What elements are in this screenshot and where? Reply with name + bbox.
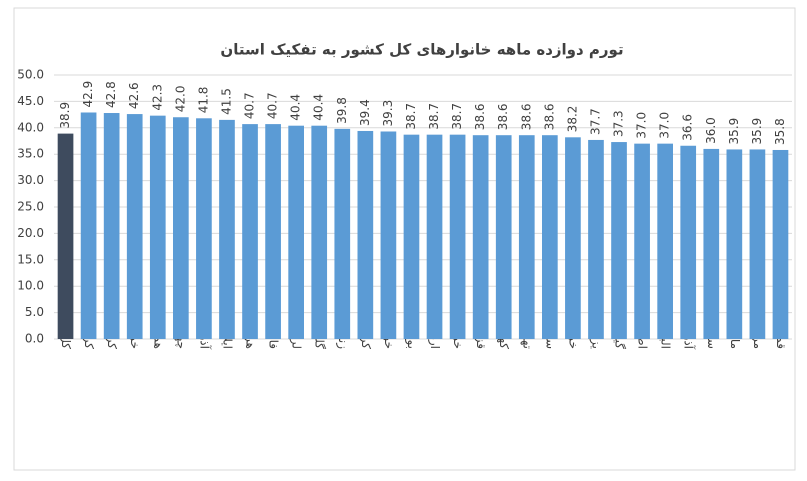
bar <box>288 125 304 339</box>
value-label: 37.7 <box>588 108 602 135</box>
bar <box>518 135 535 339</box>
bar <box>103 113 120 340</box>
value-label: 37.0 <box>658 112 672 139</box>
value-label: 35.8 <box>773 118 787 145</box>
value-label: 38.7 <box>427 103 441 130</box>
bar <box>334 128 351 339</box>
value-label: 38.6 <box>519 103 533 130</box>
y-tick-label: 20.0 <box>17 226 44 240</box>
bar <box>634 143 650 339</box>
value-label: 35.9 <box>750 118 764 145</box>
value-label: 38.7 <box>450 103 464 130</box>
value-label: 37.3 <box>612 110 626 137</box>
value-label: 37.0 <box>635 112 649 139</box>
bar <box>403 134 420 339</box>
value-label: 40.7 <box>266 92 280 119</box>
value-label: 36.6 <box>681 114 695 141</box>
value-label: 38.6 <box>473 103 487 130</box>
bar <box>80 112 97 339</box>
value-label: 39.3 <box>381 100 395 127</box>
y-tick-label: 25.0 <box>17 200 44 214</box>
value-label: 40.7 <box>243 92 257 119</box>
y-tick-label: 10.0 <box>17 279 44 293</box>
bar <box>219 119 235 339</box>
y-tick-label: 40.0 <box>17 120 44 134</box>
bar <box>126 114 143 340</box>
y-tick-label: 30.0 <box>17 173 44 187</box>
value-label: 38.6 <box>542 103 556 130</box>
y-tick-label: 15.0 <box>17 252 44 266</box>
value-label: 42.3 <box>150 84 164 111</box>
bar <box>588 139 604 339</box>
value-label: 39.4 <box>358 99 372 126</box>
bar <box>772 149 789 339</box>
y-tick-label: 50.0 <box>17 68 44 82</box>
bar <box>495 135 512 339</box>
value-label: 35.9 <box>727 118 741 145</box>
chart-title: تورم دوازده ماهه خانوارهای کل کشور به تف… <box>220 41 623 59</box>
bar <box>565 137 581 339</box>
value-label: 38.7 <box>404 103 418 130</box>
value-label: 38.6 <box>496 103 510 130</box>
bar <box>680 145 697 339</box>
value-label: 36.0 <box>704 117 718 144</box>
bar <box>311 125 328 339</box>
value-label: 42.8 <box>104 81 118 108</box>
bar <box>149 115 166 339</box>
bar <box>265 124 281 339</box>
bar <box>380 131 397 339</box>
value-label: 38.2 <box>565 106 579 133</box>
y-tick-label: 35.0 <box>17 147 44 161</box>
value-label: 40.4 <box>289 94 303 121</box>
bar <box>426 134 443 339</box>
value-label: 41.5 <box>219 88 233 115</box>
y-tick-label: 5.0 <box>25 305 44 319</box>
bar <box>472 135 489 339</box>
y-tick-label: 45.0 <box>17 94 44 108</box>
bar <box>703 148 720 339</box>
value-label: 42.0 <box>173 86 187 113</box>
bar <box>173 117 189 340</box>
y-tick-label: 0.0 <box>25 332 44 346</box>
bar <box>611 142 627 339</box>
bar <box>542 135 558 339</box>
value-label: 40.4 <box>312 94 326 121</box>
bar <box>196 118 212 340</box>
bar <box>449 134 466 339</box>
bar <box>357 130 374 339</box>
bar <box>242 124 258 339</box>
bar <box>57 133 74 339</box>
value-label: 42.6 <box>127 82 141 109</box>
bar <box>726 149 743 339</box>
bar <box>657 143 673 339</box>
value-label: 38.9 <box>58 102 72 129</box>
value-label: 42.9 <box>81 81 95 108</box>
value-label: 41.8 <box>196 87 210 114</box>
value-label: 39.8 <box>335 97 349 124</box>
bar <box>749 149 766 339</box>
